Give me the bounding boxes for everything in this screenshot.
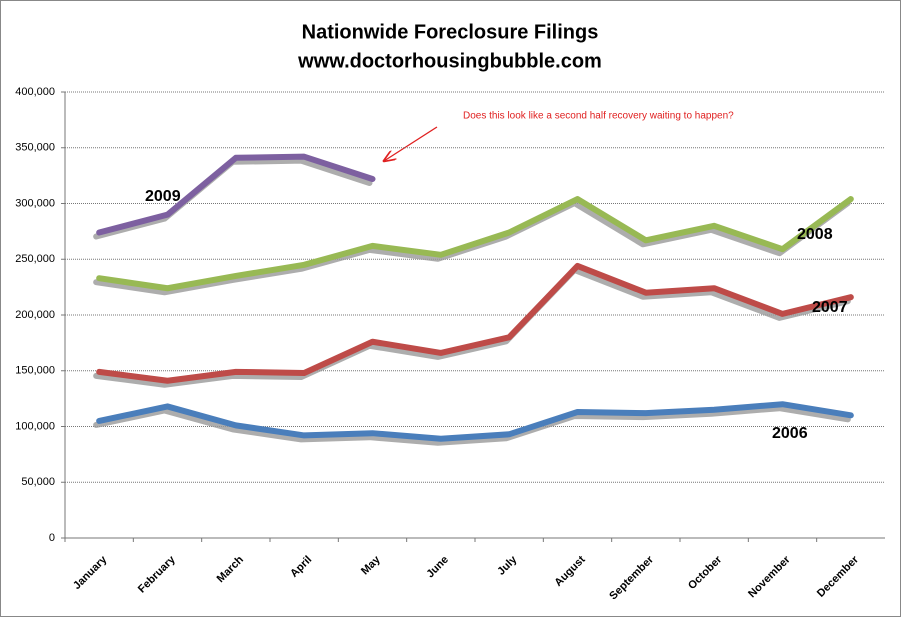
line [96, 196, 854, 292]
line-shadow [93, 266, 851, 388]
y-tick-label: 100,000 [15, 420, 55, 432]
line-shadow [93, 405, 851, 446]
line [96, 262, 854, 384]
series-label: 2009 [145, 188, 181, 205]
y-tick-label: 250,000 [15, 253, 55, 265]
series-label: 2008 [797, 226, 833, 243]
line [96, 153, 376, 236]
y-tick-label: 150,000 [15, 365, 55, 377]
y-tick-label: 50,000 [21, 476, 55, 488]
y-tick-label: 400,000 [15, 86, 55, 98]
line [96, 401, 854, 442]
chart-title: Nationwide Foreclosure Filings [302, 21, 599, 43]
series-label: 2006 [772, 425, 808, 442]
chart-subtitle: www.doctorhousingbubble.com [297, 50, 602, 72]
y-tick-label: 350,000 [15, 142, 55, 154]
annotation: Does this look like a second half recove… [463, 111, 734, 122]
annotation-arrow [384, 126, 438, 161]
y-tick-label: 300,000 [15, 197, 55, 209]
y-tick-label: 0 [49, 532, 55, 544]
series-label: 2007 [812, 299, 848, 316]
y-tick-label: 200,000 [15, 309, 55, 321]
